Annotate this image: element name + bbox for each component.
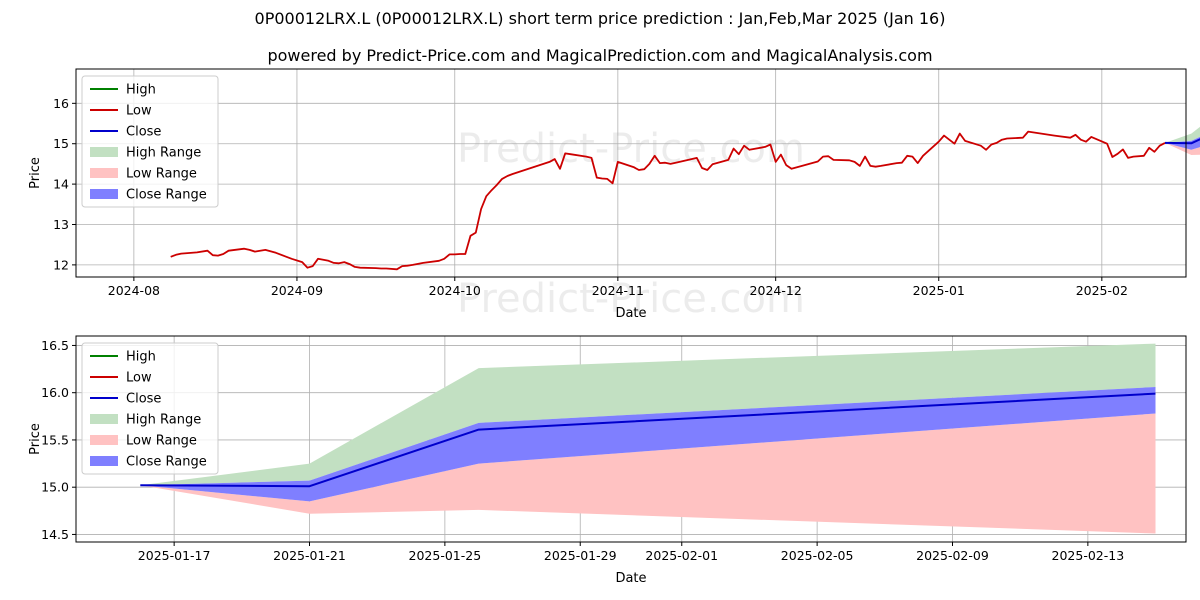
x-tick-label: 2024-08	[108, 283, 160, 298]
axes-frame	[75, 68, 1187, 278]
y-axis-label: Price	[28, 157, 43, 189]
high-range-band	[140, 343, 1156, 486]
x-tick-label: 2025-02-09	[916, 548, 989, 563]
low-range-band	[140, 413, 1156, 534]
x-tick-label: 2024-10	[429, 283, 481, 298]
x-tick-label: 2025-02-01	[645, 548, 718, 563]
axes-frame	[75, 335, 1187, 543]
y-tick-label: 13	[53, 217, 69, 232]
low-range-band	[1165, 142, 1200, 155]
x-tick-label: 2024-11	[592, 283, 644, 298]
y-tick-label: 14	[53, 177, 69, 192]
y-tick-label: 16	[53, 96, 69, 111]
x-axis-label: Date	[615, 571, 646, 586]
y-tick-label: 15.0	[41, 480, 69, 495]
chart-subtitle: powered by Predict-Price.com and Magical…	[267, 46, 933, 65]
close-forecast-line	[140, 392, 1156, 488]
legend-swatch-close-range	[90, 189, 118, 199]
y-tick-label: 15.5	[41, 432, 69, 447]
legend-label-close-range: Close Range	[126, 188, 207, 203]
legend-label-low-range: Low Range	[126, 434, 197, 449]
x-tick-label: 2025-01-17	[138, 548, 211, 563]
legend-label-close: Close	[126, 125, 161, 140]
legend-swatch-high-range	[90, 414, 118, 424]
close-range-band	[140, 387, 1156, 502]
y-tick-label: 14.5	[41, 527, 69, 542]
x-tick-label: 2025-02-05	[781, 548, 854, 563]
x-tick-label: 2025-01-29	[544, 548, 617, 563]
legend-label-low-range: Low Range	[126, 167, 197, 182]
x-tick-label: 2025-02-13	[1052, 548, 1125, 563]
legend-label-low: Low	[126, 104, 152, 119]
legend-swatch-close-range	[90, 456, 118, 466]
legend: High Low Close High Range Low Range Close Ran…	[81, 75, 219, 208]
x-tick-label: 2025-01	[913, 283, 965, 298]
chart-panel-2: Predict-Price.com2025-01-172025-01-21202…	[28, 335, 1187, 586]
x-tick-label: 2025-01-21	[273, 548, 346, 563]
x-axis-label: Date	[615, 306, 646, 321]
y-tick-label: 16.0	[41, 385, 69, 400]
chart-title: 0P00012LRX.L (0P00012LRX.L) short term p…	[254, 9, 946, 28]
chart-panel-1: Predict-Price.comPredict-Price.com2024-0…	[28, 68, 1200, 322]
low-price-line	[170, 130, 1166, 271]
x-tick-label: 2024-09	[271, 283, 323, 298]
y-tick-label: 12	[53, 257, 69, 272]
x-tick-label: 2025-02	[1076, 283, 1128, 298]
legend-swatch-low-range	[90, 435, 118, 445]
legend-label-high-range: High Range	[126, 413, 201, 428]
close-forecast-line	[1164, 138, 1200, 145]
legend-label-high: High	[126, 83, 156, 98]
x-tick-label: 2025-01-25	[409, 548, 482, 563]
legend-label-high: High	[126, 350, 156, 365]
y-axis-label: Price	[28, 423, 43, 455]
legend-swatch-low-range	[90, 168, 118, 178]
y-tick-label: 16.5	[41, 338, 69, 353]
legend-label-close: Close	[126, 392, 161, 407]
legend-label-low: Low	[126, 371, 152, 386]
legend-label-close-range: Close Range	[126, 455, 207, 470]
high-range-band	[1165, 126, 1200, 143]
y-tick-label: 15	[53, 136, 69, 151]
legend-label-high-range: High Range	[126, 146, 201, 161]
legend-swatch-high-range	[90, 147, 118, 157]
watermark-text: Predict-Price.com	[457, 276, 805, 322]
x-tick-label: 2024-12	[750, 283, 802, 298]
legend: High Low Close High Range Low Range Close Ran…	[81, 342, 219, 475]
